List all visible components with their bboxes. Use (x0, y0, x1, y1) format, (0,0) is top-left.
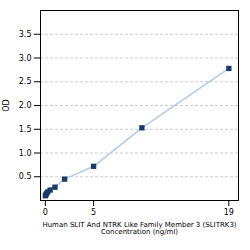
svg-text:5: 5 (91, 208, 96, 217)
svg-text:1.5: 1.5 (19, 125, 32, 134)
svg-text:0: 0 (43, 208, 48, 217)
svg-text:3.5: 3.5 (19, 30, 32, 39)
svg-text:1.0: 1.0 (19, 149, 32, 158)
svg-text:0.5: 0.5 (19, 172, 32, 181)
svg-text:OD: OD (2, 99, 11, 111)
svg-text:19: 19 (224, 208, 234, 217)
svg-text:2.0: 2.0 (19, 101, 32, 110)
svg-text:3.0: 3.0 (19, 54, 32, 63)
svg-text:Human SLIT And NTRK Like Famil: Human SLIT And NTRK Like Family Member 3… (42, 221, 236, 236)
svg-text:2.5: 2.5 (19, 77, 32, 86)
